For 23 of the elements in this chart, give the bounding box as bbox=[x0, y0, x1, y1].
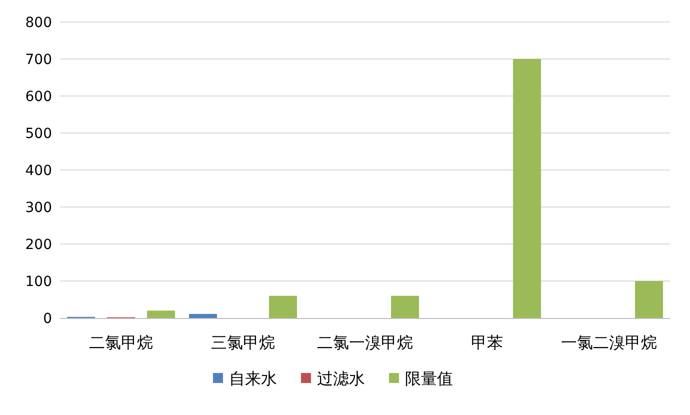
bar bbox=[189, 314, 217, 318]
x-tick-label: 甲苯 bbox=[471, 333, 503, 352]
bar bbox=[147, 310, 175, 318]
bar bbox=[269, 296, 297, 318]
y-tick-label: 800 bbox=[25, 15, 52, 31]
x-tick-label: 二氯甲烷 bbox=[89, 333, 153, 352]
x-tick-label: 二氯一溴甲烷 bbox=[317, 333, 413, 352]
x-tick-label: 三氯甲烷 bbox=[211, 333, 275, 352]
x-tick-label: 一氯二溴甲烷 bbox=[561, 333, 657, 352]
y-tick-label: 700 bbox=[25, 52, 52, 68]
bar bbox=[391, 296, 419, 318]
y-tick-label: 200 bbox=[25, 237, 52, 253]
y-tick-label: 600 bbox=[25, 89, 52, 105]
bar bbox=[513, 59, 541, 318]
legend-label: 自来水 bbox=[229, 369, 277, 388]
y-tick-label: 300 bbox=[25, 200, 52, 216]
legend-label: 过滤水 bbox=[317, 369, 365, 388]
y-tick-label: 0 bbox=[43, 311, 52, 327]
legend-label: 限量值 bbox=[405, 369, 453, 388]
y-tick-label: 400 bbox=[25, 163, 52, 179]
y-tick-label: 100 bbox=[25, 274, 52, 290]
bar bbox=[635, 281, 663, 318]
y-tick-label: 500 bbox=[25, 126, 52, 142]
